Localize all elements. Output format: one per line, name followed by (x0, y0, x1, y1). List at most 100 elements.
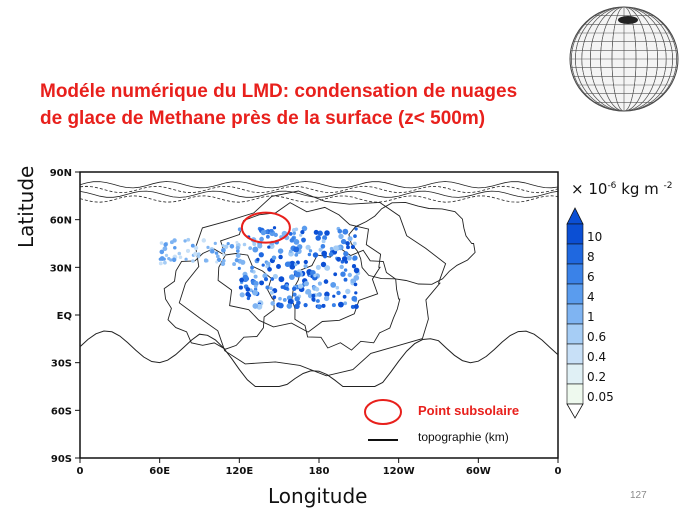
cloud-mark (216, 257, 222, 263)
cloud-mark (294, 296, 300, 302)
colorbar-swatch (566, 263, 584, 285)
cloud-mark (313, 229, 319, 235)
cloud-mark (321, 239, 326, 244)
cloud-mark (305, 244, 311, 250)
cloud-mark (260, 229, 267, 236)
cloud-mark (336, 290, 341, 296)
x-tick-label: 120E (225, 466, 253, 477)
cloud-mark (345, 288, 351, 295)
cloud-mark (288, 249, 293, 254)
units-middle: kg m (616, 180, 664, 198)
y-tick-label: 30N (50, 263, 72, 274)
cloud-mark (250, 269, 254, 273)
cloud-mark (317, 230, 323, 236)
cloud-mark (293, 246, 300, 253)
cloud-mark (252, 242, 257, 246)
cloud-mark (196, 252, 201, 257)
cloud-mark (339, 264, 344, 270)
colorbar-level-label: 0.6 (587, 330, 606, 344)
cloud-mark (224, 244, 229, 249)
cloud-mark (353, 234, 357, 238)
cloud-mark (292, 231, 297, 236)
contour-outer (79, 330, 559, 387)
cloud-mark (210, 249, 215, 254)
cloud-mark (313, 273, 317, 278)
cloud-mark (232, 262, 237, 267)
cloud-mark (285, 283, 289, 288)
cloud-mark (340, 238, 347, 245)
cloud-mark (257, 243, 263, 249)
cloud-mark (215, 260, 219, 264)
cloud-mark (270, 301, 275, 306)
colorbar-swatch (566, 243, 584, 265)
cloud-mark (164, 253, 169, 258)
cloud-mark (354, 227, 358, 231)
cloud-mark (289, 260, 296, 267)
cloud-mark (322, 235, 328, 241)
legend-topo-label: topographie (km) (418, 430, 509, 444)
cloud-mark (163, 260, 167, 265)
cloud-mark (336, 256, 342, 262)
y-tick-label: 90N (50, 168, 72, 179)
cloud-mark (162, 246, 168, 252)
cloud-mark (277, 248, 284, 254)
cloud-mark (248, 246, 253, 251)
cloud-mark (169, 258, 173, 262)
units-prefix: × 10 (571, 180, 608, 198)
x-tick-label: 0 (555, 466, 562, 477)
cloud-mark (294, 303, 300, 310)
cloud-mark (159, 249, 165, 255)
colorbar-level-label: 8 (587, 250, 595, 264)
cloud-mark (214, 251, 219, 255)
cloud-mark (324, 291, 330, 298)
y-tick-label: 30S (51, 359, 72, 370)
cloud-mark (280, 285, 285, 289)
cloud-mark (259, 280, 265, 286)
cloud-mark (293, 238, 300, 245)
cloud-mark (276, 264, 281, 269)
contour-polar (79, 185, 559, 194)
cloud-mark (343, 301, 348, 306)
cloud-mark (269, 290, 274, 295)
cloud-mark (220, 261, 226, 267)
y-tick-label: 90S (51, 454, 72, 465)
cloud-mark (250, 265, 255, 270)
cloud-mark (299, 233, 303, 237)
cloud-mark (265, 264, 269, 269)
cloud-mark (201, 238, 207, 243)
cloud-mark (343, 277, 348, 282)
cloud-mark (272, 295, 277, 300)
cloud-mark (258, 252, 264, 258)
cloud-mark (346, 255, 352, 261)
plot-frame (79, 171, 559, 459)
cloud-mark (353, 304, 359, 310)
cloud-mark (185, 248, 191, 253)
cloud-mark (342, 294, 347, 299)
cloud-mark (237, 227, 242, 232)
cloud-mark (252, 303, 259, 309)
cloud-mark (163, 242, 168, 247)
colorbar-level-label: 6 (587, 270, 595, 284)
cloud-mark (291, 236, 295, 241)
cloud-mark (333, 245, 339, 252)
colorbar-swatch (566, 343, 584, 365)
cloud-mark (222, 253, 226, 257)
cloud-mark (301, 225, 308, 232)
colorbar-level-label: 10 (587, 230, 602, 244)
contour-topography (291, 247, 401, 351)
legend-subsolar-symbol (364, 399, 402, 425)
colorbar-units: × 10-6 kg m -2 (571, 180, 673, 198)
cloud-mark (286, 303, 293, 309)
slide-title: Modéle numérique du LMD: condensation de… (40, 78, 580, 132)
cloud-mark (190, 243, 195, 248)
contour-polar (79, 190, 559, 198)
cloud-mark (263, 277, 269, 282)
cloud-mark (303, 302, 308, 308)
map-group: 0 60E 120E 180 120W 60W 0 90N 60N 30N EQ 30S 60S 90S 1… (50, 168, 614, 477)
colorbar-bottom-arrow (566, 403, 584, 419)
cloud-mark (294, 253, 299, 257)
cloud-mark (315, 299, 320, 303)
legend-subsolar-label: Point subsolaire (418, 403, 520, 418)
cloud-mark (213, 241, 217, 246)
cloud-mark (317, 281, 322, 286)
